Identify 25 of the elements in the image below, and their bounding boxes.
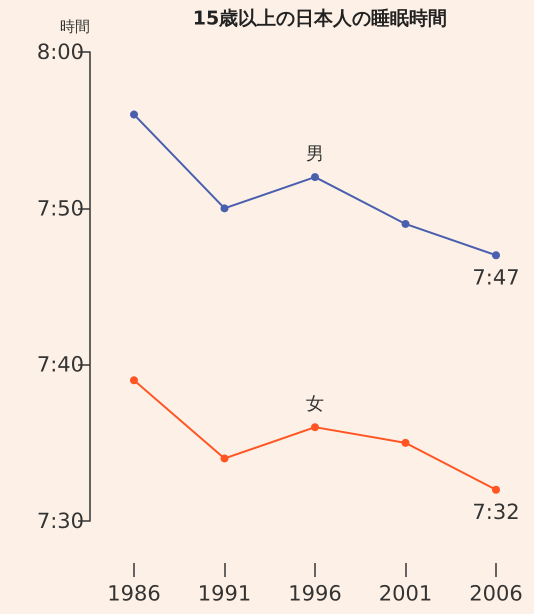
- point: [311, 173, 319, 182]
- point: [492, 251, 500, 260]
- x-tick-label: 1996: [288, 582, 342, 606]
- point: [492, 486, 500, 494]
- point: [402, 220, 410, 228]
- x-tick-label: 2001: [378, 582, 432, 606]
- y-tick-label: 7:40: [36, 352, 84, 377]
- y-axis-title: 時間: [60, 18, 90, 36]
- y-tick-label: 8:00: [36, 40, 84, 64]
- point: [402, 438, 410, 447]
- point: [220, 454, 228, 462]
- x-tick-label: 2006: [469, 582, 523, 606]
- series-label: 男: [306, 144, 324, 165]
- point: [130, 376, 138, 384]
- point: [130, 110, 138, 119]
- chart-title: 15歳以上の日本人の睡眠時間: [192, 8, 448, 30]
- data-label: 7:32: [472, 500, 520, 524]
- point: [311, 423, 319, 432]
- data-label: 7:47: [472, 266, 520, 290]
- series-label: 女: [306, 394, 324, 415]
- point: [220, 204, 228, 212]
- y-tick-label: 7:30: [36, 509, 84, 533]
- y-tick-label: 7:50: [36, 196, 84, 220]
- x-tick-label: 1991: [198, 582, 252, 606]
- x-tick-label: 1986: [107, 582, 161, 606]
